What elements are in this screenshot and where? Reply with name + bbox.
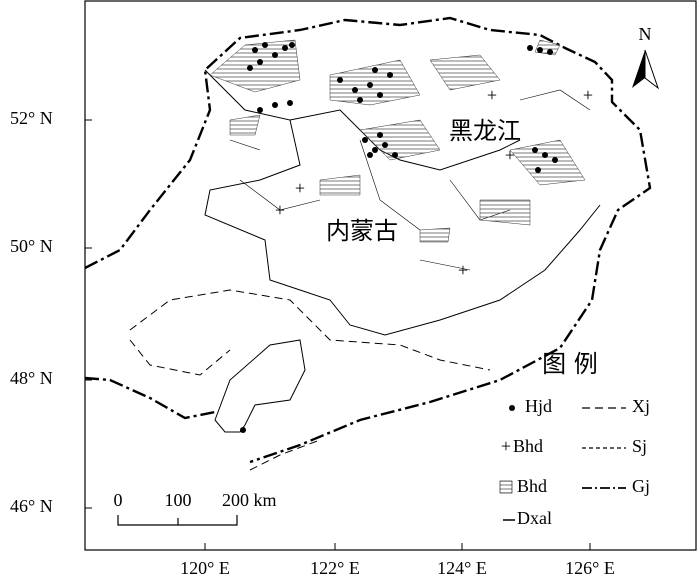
- latitude-label: 50° N: [10, 236, 53, 256]
- map-frame: [84, 0, 697, 551]
- svg-text:+: +: [487, 85, 497, 105]
- scale-label: 200 km: [222, 490, 277, 510]
- region-label: 黑龙江: [449, 117, 521, 145]
- north-arrow: [632, 50, 645, 88]
- longitude-label: 120° E: [180, 558, 230, 578]
- outer-boundary: [84, 16, 652, 464]
- longitude-label: 124° E: [437, 558, 487, 578]
- province-boundary: [204, 69, 601, 336]
- scale-bar: [117, 515, 238, 526]
- longitude-label: 126° E: [565, 558, 615, 578]
- legend-title: 图 例: [542, 350, 598, 378]
- north-label: N: [639, 24, 652, 44]
- longitude-label: 122° E: [310, 558, 360, 578]
- legend-symbol: +: [501, 436, 511, 456]
- bhd-crosses: + + + + + +: [275, 85, 593, 280]
- legend-item: Bhd: [517, 476, 547, 496]
- region-label: 内蒙古: [326, 217, 398, 245]
- latitude-label: 46° N: [10, 496, 53, 516]
- legend-item: Gj: [632, 476, 650, 496]
- legend-item: Sj: [632, 436, 647, 456]
- hjd-points: [240, 42, 558, 433]
- river: [129, 289, 491, 471]
- svg-text:+: +: [583, 85, 593, 105]
- legend-item: Dxal: [517, 508, 552, 528]
- scale-label: 0: [114, 490, 123, 510]
- svg-text:+: +: [458, 260, 468, 280]
- north-arrow-outline: [644, 49, 660, 90]
- scale-label: 100: [165, 490, 192, 510]
- legend-symbol: [499, 480, 513, 494]
- svg-text:+: +: [295, 178, 305, 198]
- latitude-label: 48° N: [10, 368, 53, 388]
- legend-symbol: [509, 405, 515, 411]
- latitude-label: 52° N: [10, 108, 53, 128]
- legend-item: Xj: [632, 396, 650, 416]
- ticks: [85, 119, 591, 550]
- basin: [214, 339, 306, 433]
- legend-item: Bhd: [513, 436, 543, 456]
- svg-text:+: +: [505, 145, 515, 165]
- bhd-areas: [209, 39, 586, 243]
- legend-item: Hjd: [525, 396, 552, 416]
- svg-text:+: +: [275, 200, 285, 220]
